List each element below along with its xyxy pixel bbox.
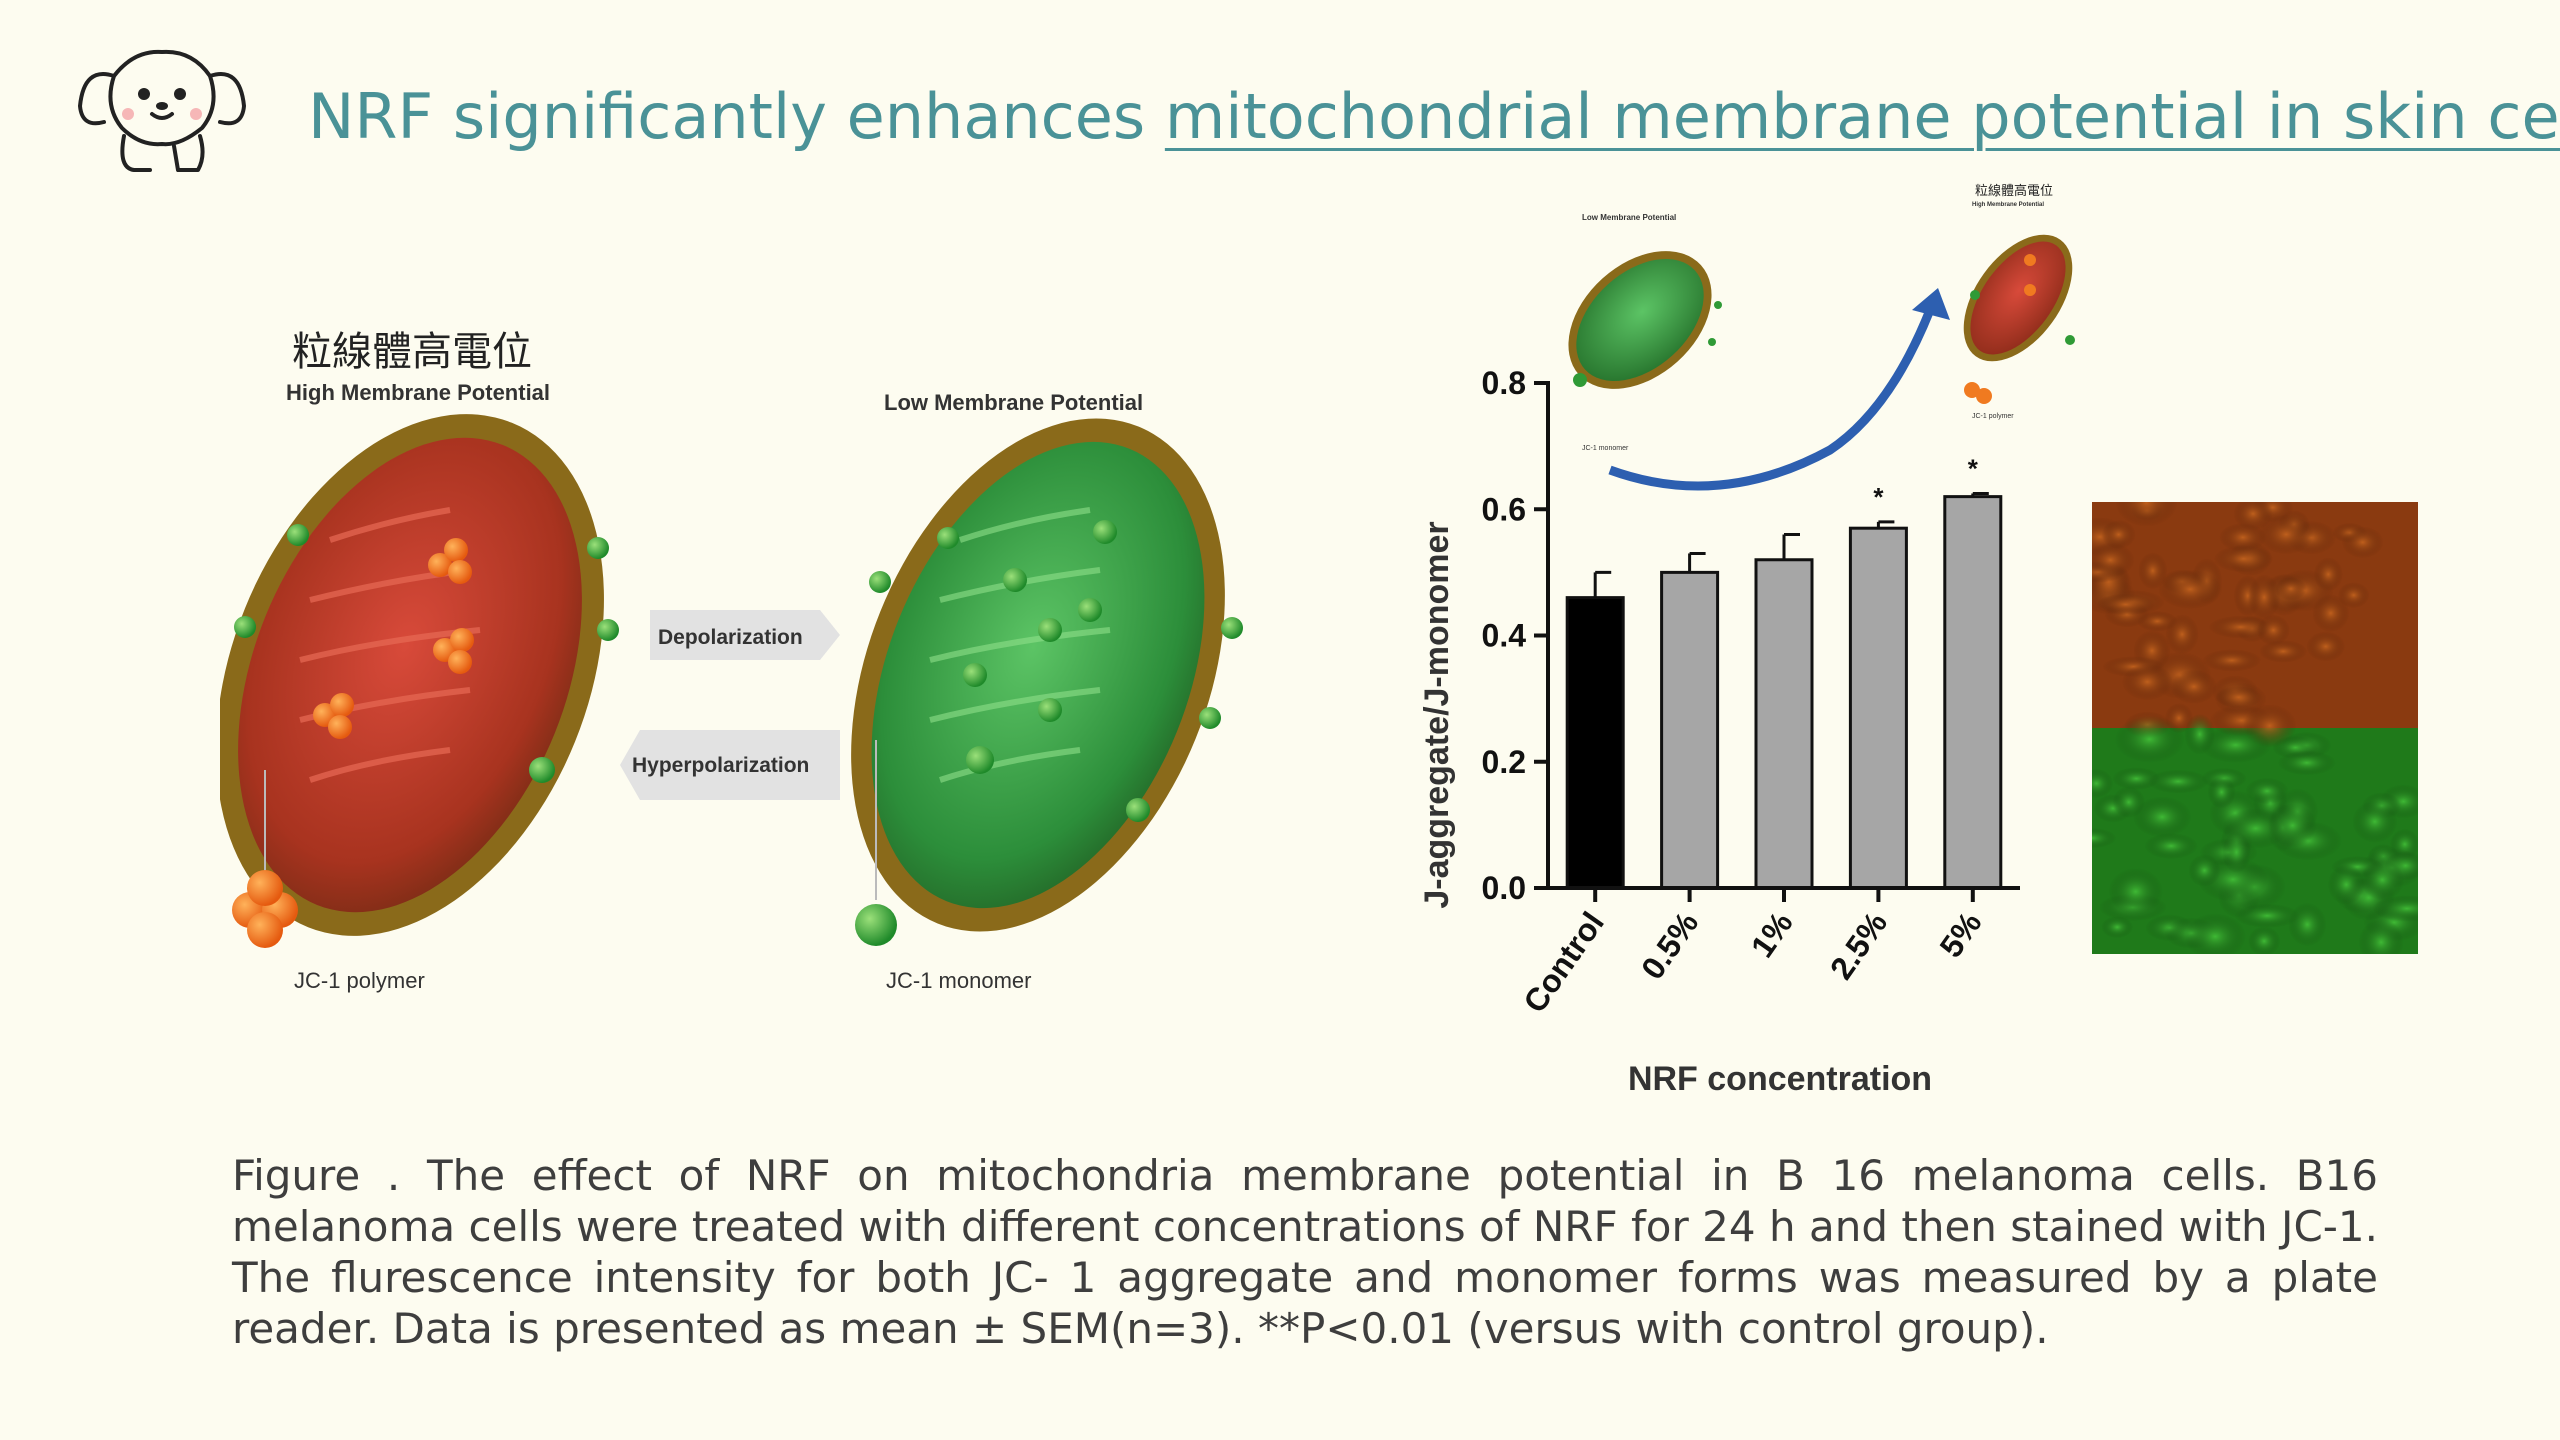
cell — [2184, 713, 2216, 755]
cell — [2101, 519, 2136, 550]
cell — [2268, 803, 2317, 848]
cell — [2114, 715, 2185, 763]
cell — [2372, 895, 2418, 922]
significance-mark: * — [1968, 453, 1979, 483]
cell — [2327, 864, 2365, 905]
hyperpolarization-arrow: Hyperpolarization — [620, 730, 840, 800]
bar — [1660, 570, 1720, 890]
jc1-polymer-icon — [232, 870, 298, 948]
high-potential-cjk-label: 粒線體高電位 — [292, 329, 532, 375]
y-tick-label: 0.0 — [1482, 870, 1526, 906]
high-potential-label: High Membrane Potential — [286, 380, 550, 405]
cell — [2219, 523, 2267, 552]
cell — [2133, 796, 2192, 838]
cell — [2247, 574, 2281, 620]
cell — [2170, 669, 2218, 704]
cell — [2188, 854, 2221, 887]
jc1-polymer-label: JC-1 polymer — [294, 968, 425, 993]
cell — [2215, 686, 2262, 709]
cell — [2121, 663, 2173, 701]
y-tick-label: 0.4 — [1482, 618, 1527, 654]
bar — [1754, 558, 1814, 890]
inset-low-label: Low Membrane Potential — [1582, 213, 1676, 222]
figure-caption: Figure . The effect of NRF on mitochondr… — [232, 1151, 2378, 1353]
cell — [2138, 552, 2168, 590]
cell — [2277, 750, 2336, 776]
x-axis: Control 0.5% 1% 2.5% 5% — [1516, 886, 2020, 1019]
inset-monomer-label: JC-1 monomer — [1582, 445, 1629, 452]
x-tick-label: Control — [1516, 905, 1611, 1019]
low-potential-label: Low Membrane Potential — [884, 390, 1143, 415]
bars-group: ** — [1565, 453, 2003, 890]
cell — [2096, 593, 2155, 616]
cell — [2112, 786, 2145, 818]
cell — [2207, 775, 2236, 809]
x-tick-label: 1% — [1744, 905, 1800, 964]
cell — [2158, 569, 2223, 609]
y-tick-label: 0.2 — [1482, 744, 1526, 780]
hyperpolarization-label: Hyperpolarization — [632, 754, 809, 777]
cell — [2165, 614, 2199, 655]
cell — [2112, 767, 2161, 790]
depolarization-arrow: Depolarization — [650, 610, 840, 660]
bar — [1848, 526, 1908, 890]
inset-schematic: Low Membrane Potential JC-1 monomer 粒線體高… — [1568, 183, 2075, 491]
x-tick-label: 2.5% — [1823, 905, 1894, 985]
cell — [2200, 727, 2271, 763]
y-axis: 0.0 0.2 0.4 0.6 0.8 — [1482, 365, 1550, 906]
bar — [1943, 495, 2003, 890]
cell — [2115, 502, 2178, 527]
jc1-monomer-label: JC-1 monomer — [886, 968, 1031, 993]
y-axis-label: J-aggregate/J-monomer — [1418, 521, 1456, 908]
cell — [2256, 614, 2290, 646]
depolarization-label: Depolarization — [658, 626, 803, 649]
cell — [2341, 526, 2384, 559]
cell — [2092, 828, 2117, 849]
cell — [2147, 769, 2209, 794]
cell — [2360, 859, 2405, 901]
cell — [2312, 594, 2350, 633]
x-tick-label: 5% — [1933, 905, 1989, 964]
cell — [2208, 615, 2273, 639]
cell — [2213, 545, 2274, 573]
cell — [2222, 831, 2251, 874]
x-tick-label: 0.5% — [1634, 905, 1705, 985]
cell — [2258, 514, 2314, 555]
cell — [2259, 640, 2308, 663]
bar-chart: Low Membrane Potential JC-1 monomer 粒線體高… — [1418, 183, 2075, 1098]
cell — [2092, 768, 2114, 799]
red-mitochondrion-icon — [220, 414, 604, 936]
title-underlined: mitochondrial membrane potential in skin… — [1164, 80, 2560, 153]
inset-high-cjk: 粒線體高電位 — [1975, 183, 2053, 199]
x-axis-label: NRF concentration — [1628, 1060, 1932, 1098]
cell — [2092, 542, 2135, 578]
cell — [2202, 649, 2262, 672]
inset-polymer-label: JC-1 polymer — [1972, 413, 2014, 420]
title-plain: NRF significantly enhances — [308, 80, 1165, 153]
significance-mark: * — [1873, 482, 1884, 512]
cell — [2352, 800, 2398, 843]
cell — [2337, 582, 2370, 609]
y-tick-label: 0.8 — [1482, 365, 1526, 401]
bar — [1565, 596, 1625, 890]
cell — [2248, 926, 2281, 954]
cell — [2245, 777, 2289, 805]
puppy-logo-icon — [78, 49, 246, 172]
page-title: NRF significantly enhances mitochondrial… — [308, 80, 2560, 153]
cell — [2313, 557, 2343, 592]
fluorescence-micrograph — [2092, 502, 2418, 954]
inset-high-label: High Membrane Potential — [1972, 202, 2044, 208]
cell — [2101, 916, 2133, 939]
y-tick-label: 0.6 — [1482, 491, 1526, 527]
cell — [2108, 868, 2163, 916]
mitochondria-diagram: 粒線體高電位 High Membrane Potential Low Membr… — [220, 329, 1243, 993]
jc1-monomer-icon — [855, 904, 897, 946]
green-mitochondrion-icon — [851, 418, 1225, 932]
cell — [2358, 919, 2404, 954]
cell — [2306, 631, 2346, 662]
cell — [2144, 832, 2198, 859]
cell — [2184, 913, 2246, 954]
cell — [2275, 576, 2307, 601]
